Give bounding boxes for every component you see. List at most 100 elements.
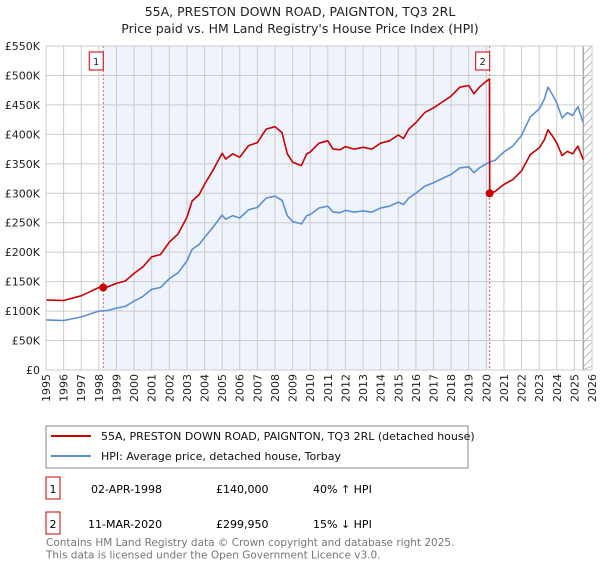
x-tick-label: 2021 xyxy=(498,374,511,402)
sale-marker-label: 1 xyxy=(50,483,57,496)
x-tick-label: 2003 xyxy=(181,374,194,402)
x-tick-label: 1995 xyxy=(40,374,53,402)
hatch-line xyxy=(582,221,593,232)
chart-subtitle: Price paid vs. HM Land Registry's House … xyxy=(121,21,478,36)
x-tick-label: 2017 xyxy=(427,374,440,402)
y-tick-label: £500K xyxy=(5,69,41,82)
hatch-line xyxy=(582,333,593,344)
hatch-line xyxy=(582,205,593,216)
hatch-line xyxy=(582,109,593,120)
y-tick-label: £550K xyxy=(5,40,41,53)
hatch-line xyxy=(582,61,593,72)
hatch-line xyxy=(582,277,593,288)
sale-marker-label: 2 xyxy=(479,57,485,68)
hatch-line xyxy=(583,365,593,371)
x-tick-label: 2006 xyxy=(234,374,247,402)
y-tick-label: £300K xyxy=(5,187,41,200)
hatch-line xyxy=(582,133,593,144)
plot-border xyxy=(45,45,593,371)
hatch-line xyxy=(582,45,593,56)
y-tick-label: £100K xyxy=(5,305,41,318)
hatch-line xyxy=(582,149,593,160)
sale-date: 11-MAR-2020 xyxy=(88,518,162,531)
y-tick-label: £250K xyxy=(5,217,41,230)
sale-row: 1 02-APR-1998 £140,000 40% ↑ HPI xyxy=(45,476,372,500)
plot-area: 1995 1996 1997 1998 1999 2000 2001 2002 2003 2004… xyxy=(5,40,599,402)
hatch-line xyxy=(582,181,593,192)
hatch-line xyxy=(582,349,593,360)
x-tick-label: 2023 xyxy=(533,374,546,402)
x-tick-label: 2000 xyxy=(128,374,141,402)
x-tick-label: 2012 xyxy=(339,374,352,402)
sale-point xyxy=(99,283,108,292)
property-price-line xyxy=(45,78,584,302)
hatch-line xyxy=(582,357,593,368)
footer-copyright: Contains HM Land Registry data © Crown c… xyxy=(46,537,454,549)
hatch-line xyxy=(582,125,593,136)
x-tick-label: 2015 xyxy=(392,374,405,402)
x-tick-label: 2025 xyxy=(568,374,581,402)
hatch-line xyxy=(582,173,593,184)
y-tick-label: £150K xyxy=(5,276,41,289)
hatch-line xyxy=(582,285,593,296)
sale-marker-label: 2 xyxy=(50,518,57,531)
y-tick-label: £200K xyxy=(5,246,41,259)
sale-marker-label: 1 xyxy=(93,57,99,68)
sale-marker-box xyxy=(475,51,491,71)
hpi-line xyxy=(45,86,584,322)
y-tick-label: £450K xyxy=(5,99,41,112)
hatch-line xyxy=(582,77,593,88)
x-tick-label: 1999 xyxy=(110,374,123,402)
hatch-line xyxy=(582,229,593,240)
hatch-line xyxy=(582,157,593,168)
sale-hpi-diff: 15% ↓ HPI xyxy=(313,518,372,531)
x-tick-label: 2004 xyxy=(199,374,212,402)
x-tick-label: 2024 xyxy=(551,374,564,402)
hatch-line xyxy=(582,117,593,128)
hatch-line xyxy=(582,69,593,80)
y-tick-label: £400K xyxy=(5,128,41,141)
x-tick-label: 2007 xyxy=(251,374,264,402)
sale-price: £299,950 xyxy=(216,518,269,531)
footer-licence: This data is licensed under the Open Gov… xyxy=(45,550,381,561)
hatch-line xyxy=(582,101,593,112)
y-tick-label: £350K xyxy=(5,158,41,171)
sale-price: £140,000 xyxy=(216,483,269,496)
sale-date: 02-APR-1998 xyxy=(91,483,162,496)
x-tick-label: 2011 xyxy=(322,374,335,402)
hatch-line xyxy=(582,197,593,208)
hatch-line xyxy=(582,53,593,64)
x-tick-label: 2022 xyxy=(516,374,529,402)
hatch-line xyxy=(582,293,593,304)
hatch-line xyxy=(582,341,593,352)
sale-marker-box xyxy=(88,51,104,71)
x-tick-label: 2001 xyxy=(146,374,159,402)
x-tick-label: 2019 xyxy=(463,374,476,402)
x-tick-label: 1996 xyxy=(58,374,71,402)
x-tick-label: 2020 xyxy=(480,374,493,402)
y-tick-label: £0 xyxy=(26,364,40,377)
x-tick-label: 1998 xyxy=(93,374,106,402)
x-tick-label: 2013 xyxy=(357,374,370,402)
sale-hpi-diff: 40% ↑ HPI xyxy=(313,483,372,496)
hatch-line xyxy=(582,85,593,96)
sale-point xyxy=(485,189,494,198)
hatch-line xyxy=(582,93,593,104)
hatch-line xyxy=(582,253,593,264)
hatch-line xyxy=(582,261,593,272)
hatch-line xyxy=(582,213,593,224)
hatch-line xyxy=(582,269,593,280)
x-tick-label: 2014 xyxy=(375,374,388,402)
legend: 55A, PRESTON DOWN ROAD, PAIGNTON, TQ3 2R… xyxy=(45,425,475,469)
hatch-line xyxy=(582,317,593,328)
hatch-line xyxy=(582,189,593,200)
x-tick-label: 2008 xyxy=(269,374,282,402)
x-tick-label: 2009 xyxy=(287,374,300,402)
x-tick-label: 2016 xyxy=(410,374,423,402)
x-tick-label: 2026 xyxy=(586,374,599,402)
chart-title: 55A, PRESTON DOWN ROAD, PAIGNTON, TQ3 2R… xyxy=(145,4,456,19)
x-tick-label: 2018 xyxy=(445,374,458,402)
y-tick-label: £50K xyxy=(12,335,41,348)
hatch-line xyxy=(582,245,593,256)
